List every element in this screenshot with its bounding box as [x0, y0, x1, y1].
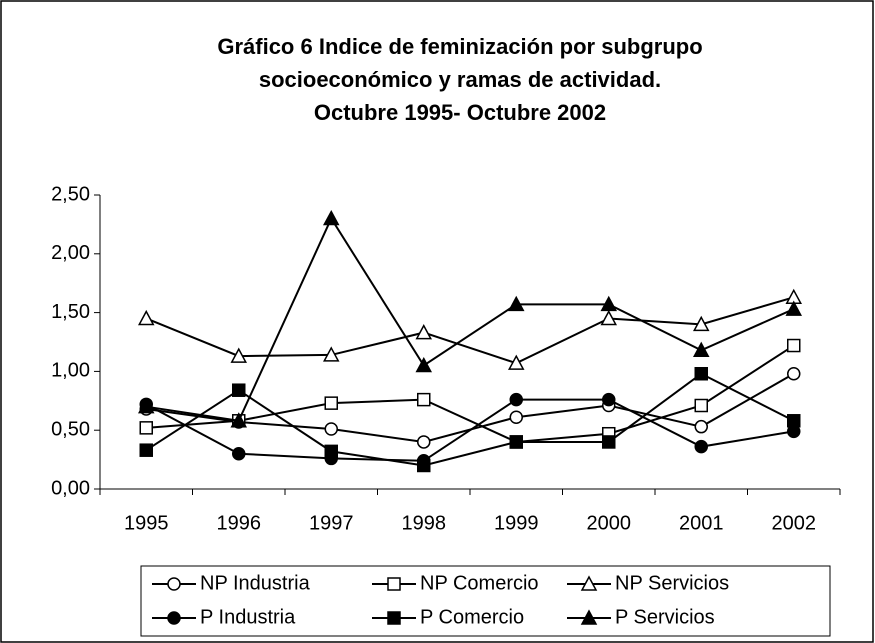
x-tick-label: 2000: [587, 512, 632, 534]
legend-label: P Servicios: [615, 606, 715, 628]
y-tick-label: 0,00: [51, 477, 90, 499]
y-tick-label: 1,00: [51, 360, 90, 382]
y-tick-label: 2,00: [51, 242, 90, 264]
marker: [232, 383, 246, 397]
marker: [507, 295, 525, 312]
x-tick-label: 2002: [772, 512, 817, 534]
x-tick-label: 1996: [217, 512, 262, 534]
series-line: [145, 296, 795, 365]
marker: [787, 367, 801, 381]
marker: [785, 300, 803, 316]
marker: [137, 309, 155, 326]
marker: [602, 392, 616, 407]
marker: [324, 422, 338, 436]
marker: [322, 209, 340, 226]
series-line: [146, 344, 795, 443]
legend-label: NP Comercio: [420, 572, 539, 594]
marker: [509, 435, 523, 449]
marker: [694, 398, 708, 413]
marker: [692, 341, 710, 357]
marker: [694, 367, 708, 381]
marker: [692, 315, 710, 332]
marker: [322, 346, 340, 362]
y-tick-label: 1,50: [51, 301, 90, 323]
marker: [324, 444, 338, 459]
legend-label: P Industria: [200, 606, 296, 628]
x-tick-label: 1997: [309, 512, 354, 534]
marker: [787, 414, 801, 428]
marker: [324, 396, 338, 410]
legend-marker: [167, 611, 181, 625]
marker: [509, 410, 523, 425]
series-line: [145, 372, 795, 467]
y-tick-label: 0,50: [51, 418, 90, 440]
marker: [509, 392, 523, 407]
marker: [787, 338, 801, 353]
marker: [137, 398, 155, 414]
chart-title: Octubre 1995- Octubre 2002: [314, 100, 606, 125]
marker: [417, 392, 431, 407]
legend-label: NP Servicios: [615, 572, 729, 594]
x-tick-label: 1998: [402, 512, 447, 534]
legend-marker: [580, 609, 598, 625]
marker: [417, 458, 431, 473]
marker: [139, 443, 153, 457]
marker: [415, 324, 433, 340]
marker: [694, 439, 708, 454]
marker: [232, 446, 246, 461]
legend-marker: [387, 611, 401, 625]
marker: [600, 309, 618, 326]
marker: [600, 295, 618, 312]
marker: [602, 435, 616, 449]
legend-box: [140, 565, 831, 637]
legend-marker: [387, 577, 401, 591]
marker: [417, 435, 431, 449]
y-tick-label: 2,50: [51, 183, 90, 205]
x-tick-label: 2001: [679, 512, 724, 534]
series-line: [146, 216, 795, 422]
marker: [139, 421, 153, 435]
x-tick-label: 1999: [494, 512, 539, 534]
marker: [694, 419, 708, 434]
legend-label: P Comercio: [420, 606, 524, 628]
legend-marker: [580, 575, 598, 591]
series-line: [145, 398, 794, 462]
marker: [415, 356, 433, 373]
marker: [507, 354, 525, 370]
chart-title: socioeconómico y ramas de actividad.: [259, 67, 661, 92]
legend-marker: [167, 577, 181, 591]
marker: [230, 412, 248, 428]
legend-label: NP Industria: [200, 572, 311, 594]
marker: [230, 347, 248, 363]
x-tick-label: 1995: [124, 512, 169, 534]
chart-title: Gráfico 6 Indice de feminización por sub…: [217, 34, 702, 59]
